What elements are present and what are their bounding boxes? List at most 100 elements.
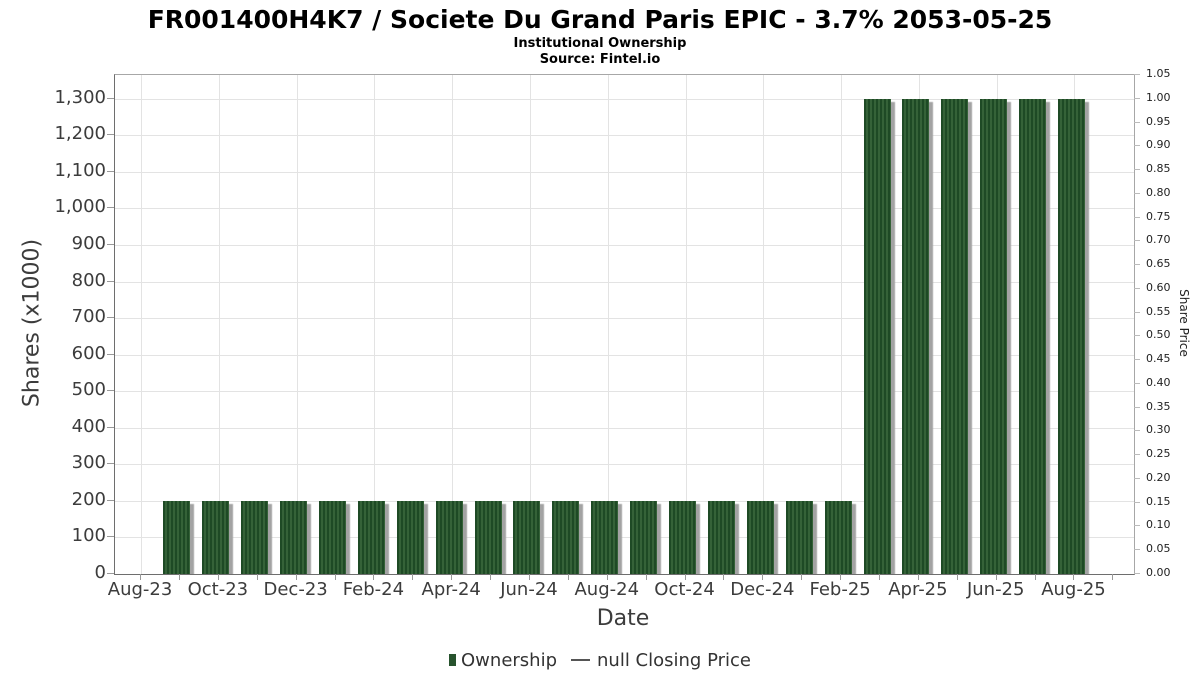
- bar-feb-24[interactable]: [357, 500, 385, 574]
- bar-jan-25[interactable]: [785, 500, 813, 574]
- y2-tick-label: 1.05: [1146, 67, 1171, 80]
- h-gridline: [115, 171, 1134, 173]
- bar-sep-23[interactable]: [163, 500, 191, 574]
- plot-area: [114, 74, 1135, 575]
- y-tick-mark: [107, 170, 114, 172]
- x-tick-mark: [178, 574, 180, 580]
- y2-tick-label: 0.55: [1146, 304, 1171, 318]
- y2-tick-label: 0.90: [1146, 138, 1171, 152]
- ownership-swatch-icon: [449, 654, 457, 666]
- y2-tick-label: 1.00: [1146, 90, 1171, 104]
- y2-tick-mark: [1134, 74, 1140, 75]
- legend-ownership-label: Ownership: [461, 649, 558, 671]
- bar-dec-23[interactable]: [280, 500, 308, 574]
- chart-title: FR001400H4K7 / Societe Du Grand Paris EP…: [147, 5, 1053, 34]
- x-tick-mark: [140, 574, 142, 580]
- x-tick-mark: [645, 574, 647, 580]
- bar-jun-25[interactable]: [980, 98, 1008, 574]
- h-gridline: [115, 391, 1134, 393]
- bar-jun-24[interactable]: [513, 500, 541, 574]
- v-gridline: [374, 75, 376, 574]
- y-tick-label: 300: [71, 452, 106, 474]
- bar-nov-24[interactable]: [707, 500, 735, 574]
- x-tick-mark: [762, 574, 764, 580]
- h-gridline: [115, 135, 1134, 137]
- y2-tick-label: 0.05: [1146, 542, 1171, 556]
- x-tick-mark: [295, 574, 297, 580]
- bar-may-25[interactable]: [941, 98, 969, 574]
- y-tick-label: 900: [71, 232, 106, 254]
- y2-tick-label: 0.50: [1146, 328, 1171, 342]
- bar-jan-24[interactable]: [319, 500, 347, 574]
- y2-tick-label: 0.35: [1146, 399, 1171, 413]
- x-tick-mark: [334, 574, 336, 580]
- y2-tick-mark: [1134, 145, 1140, 147]
- y-tick-mark: [107, 317, 114, 319]
- x-tick-mark: [1073, 574, 1075, 580]
- y2-tick-label: 0.20: [1146, 470, 1171, 484]
- h-gridline: [115, 244, 1134, 246]
- y-tick-mark: [107, 134, 114, 136]
- bar-aug-25[interactable]: [1057, 98, 1085, 574]
- y2-tick-mark: [1134, 430, 1140, 432]
- y2-tick-mark: [1134, 97, 1140, 99]
- y2-tick-mark: [1134, 287, 1140, 289]
- bar-apr-24[interactable]: [435, 500, 463, 574]
- x-tick-mark: [451, 574, 453, 580]
- y2-tick-label: 0.95: [1146, 114, 1171, 128]
- y-tick-mark: [107, 536, 114, 538]
- bar-aug-24[interactable]: [591, 500, 619, 574]
- h-gridline: [115, 208, 1134, 210]
- x-tick-mark: [412, 574, 414, 580]
- y2-tick-label: 0.00: [1146, 566, 1171, 579]
- x-tick-mark: [256, 574, 258, 580]
- bar-nov-23[interactable]: [241, 500, 269, 574]
- bar-apr-25[interactable]: [902, 98, 930, 574]
- h-gridline: [115, 500, 1134, 502]
- bar-sep-24[interactable]: [630, 500, 658, 574]
- h-gridline: [115, 98, 1134, 100]
- v-gridline: [141, 75, 143, 574]
- y-tick-mark: [107, 243, 114, 245]
- v-gridline: [607, 75, 609, 574]
- y2-tick-mark: [1134, 525, 1140, 527]
- y2-axis-title: Share Price: [1177, 289, 1191, 357]
- v-gridline: [452, 75, 454, 574]
- chart-subtitle: Institutional Ownership: [513, 36, 687, 51]
- x-tick-mark: [995, 574, 997, 580]
- v-gridline: [529, 75, 531, 574]
- x-tick-mark: [567, 574, 569, 580]
- bar-feb-25[interactable]: [824, 500, 852, 574]
- x-tick-label: Aug-24: [574, 579, 640, 600]
- bar-jul-25[interactable]: [1019, 98, 1047, 574]
- y2-tick-mark: [1134, 216, 1140, 218]
- h-gridline: [115, 354, 1134, 356]
- y2-tick-label: 0.45: [1146, 352, 1171, 366]
- y2-tick-label: 0.70: [1146, 233, 1171, 247]
- y2-tick-mark: [1134, 359, 1140, 361]
- x-tick-mark: [373, 574, 375, 580]
- bar-mar-24[interactable]: [396, 500, 424, 574]
- bar-mar-25[interactable]: [863, 98, 891, 574]
- bar-jul-24[interactable]: [552, 500, 580, 574]
- y2-tick-label: 0.60: [1146, 280, 1171, 294]
- y2-tick-mark: [1134, 311, 1140, 313]
- y-tick-mark: [107, 353, 114, 355]
- x-tick-label: Feb-25: [809, 579, 871, 600]
- bar-dec-24[interactable]: [746, 500, 774, 574]
- y2-tick-mark: [1134, 454, 1140, 456]
- x-tick-label: Oct-24: [654, 579, 715, 600]
- x-tick-label: Feb-24: [342, 579, 405, 600]
- y2-tick-label: 0.15: [1146, 494, 1171, 508]
- y-tick-label: 400: [71, 415, 106, 437]
- x-tick-mark: [956, 574, 958, 580]
- x-tick-label: Dec-24: [730, 579, 795, 600]
- v-gridline: [841, 75, 843, 574]
- bar-oct-24[interactable]: [669, 500, 697, 574]
- x-axis-title: Date: [596, 606, 650, 631]
- bar-oct-23[interactable]: [202, 500, 230, 574]
- bar-may-24[interactable]: [474, 500, 502, 574]
- h-gridline: [115, 281, 1134, 283]
- y-tick-mark: [107, 499, 114, 501]
